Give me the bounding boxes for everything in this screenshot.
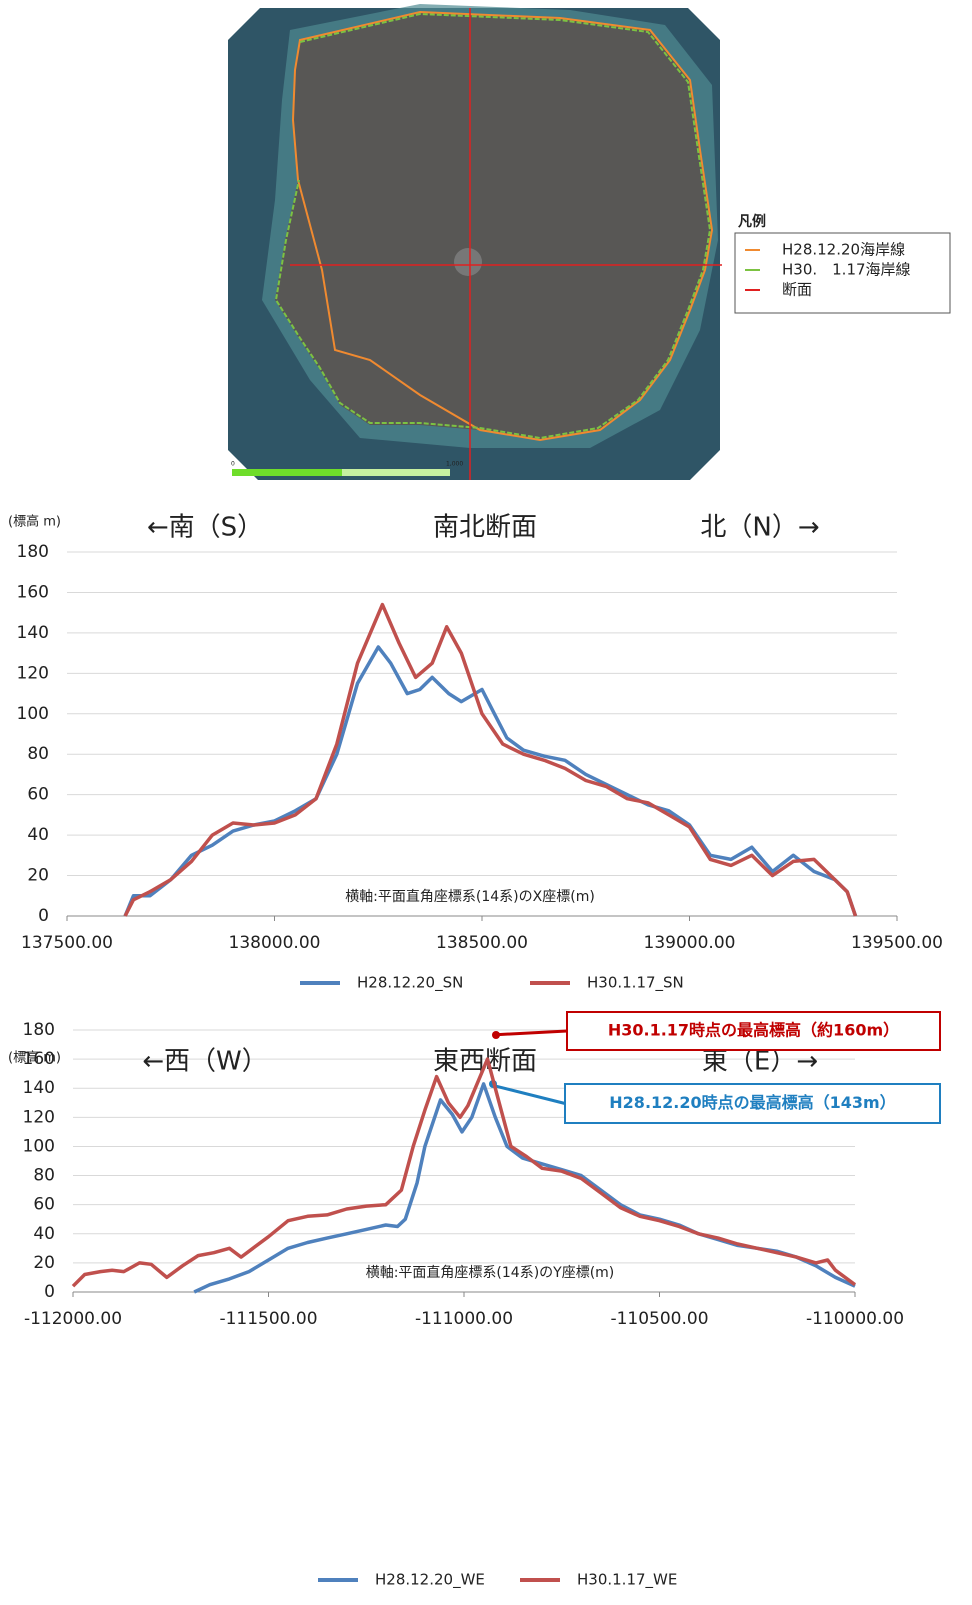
x-tick-label: 139500.00 (851, 933, 943, 953)
legend-label: H30.1.17_WE (577, 1571, 677, 1590)
y-tick-label: 120 (17, 663, 49, 683)
legend-label: H30. 1.17海岸線 (782, 261, 911, 279)
y-tick-label: 160 (23, 1049, 55, 1069)
callout-box (566, 1011, 941, 1051)
section-right-label: 東（E）→ (702, 1047, 818, 1077)
y-axis-label: (標高 m) (8, 1050, 61, 1066)
island (275, 12, 712, 440)
data-line (123, 645, 858, 917)
legend-label: 断面 (782, 281, 812, 299)
scale-label: 1,000 (446, 461, 463, 468)
data-line (71, 1057, 857, 1288)
callout-arrow (494, 1084, 566, 1105)
y-tick-label: 40 (27, 825, 49, 845)
x-tick-label: -110000.00 (806, 1309, 904, 1329)
x-tick-label: 139000.00 (644, 933, 736, 953)
y-tick-label: 140 (17, 623, 49, 643)
x-tick-label: -111000.00 (415, 1309, 513, 1329)
x-tick-label: -110500.00 (610, 1309, 708, 1329)
legend-box (734, 232, 951, 314)
y-tick-label: 140 (23, 1078, 55, 1098)
section-right-label: 北（N）→ (700, 513, 819, 543)
axis-note: 横軸:平面直角座標系(14系)のY座標(m) (366, 1264, 615, 1281)
coastline-2018 (274, 12, 712, 440)
y-tick-label: 80 (33, 1166, 55, 1186)
crater (454, 248, 482, 276)
y-tick-label: 60 (33, 1195, 55, 1215)
satellite-map: 0 1,000 (228, 4, 722, 480)
map-legend: 凡例 (734, 213, 951, 314)
y-tick-label: 60 (27, 785, 49, 805)
y-tick-label: 100 (17, 704, 49, 724)
y-tick-label: 180 (23, 1020, 55, 1040)
y-tick-label: 0 (38, 906, 49, 926)
y-tick-label: 40 (33, 1224, 55, 1244)
x-tick-label: 137500.00 (21, 933, 113, 953)
legend-label: H28.12.20_SN (357, 974, 463, 993)
legend-label: H28.12.20海岸線 (782, 241, 905, 259)
axis-note: 横軸:平面直角座標系(14系)のX座標(m) (345, 888, 595, 905)
scale-bar (232, 469, 342, 476)
x-tick-label: 138500.00 (436, 933, 528, 953)
data-line (123, 602, 858, 917)
callout-box (564, 1083, 941, 1124)
callout-arrow (497, 1029, 568, 1037)
y-tick-label: 180 (17, 542, 49, 562)
scale-bar (342, 469, 450, 476)
y-tick-label: 160 (17, 582, 49, 602)
section-left-label: ←南（S） (147, 513, 263, 543)
y-tick-label: 20 (27, 866, 49, 886)
legend-title: 凡例 (738, 213, 766, 230)
scale-label: 0 (231, 461, 235, 468)
x-tick-label: -112000.00 (24, 1309, 122, 1329)
legend-label: H30.1.17_SN (587, 974, 684, 993)
section-left-label: ←西（W） (142, 1047, 268, 1077)
callout-text: H30.1.17時点の最高標高（約160m） (608, 1021, 899, 1040)
y-tick-label: 80 (27, 744, 49, 764)
y-axis-label: (標高 m) (8, 514, 61, 530)
y-tick-label: 0 (44, 1282, 55, 1302)
x-tick-label: -111500.00 (219, 1309, 317, 1329)
callout-tip (492, 1031, 500, 1039)
coastline-2016 (291, 10, 714, 442)
y-tick-label: 20 (33, 1253, 55, 1273)
x-tick-label: 138000.00 (229, 933, 321, 953)
legend-label: H28.12.20_WE (375, 1571, 485, 1590)
chart-title: 南北断面 (433, 513, 537, 543)
callout-text: H28.12.20時点の最高標高（143m） (609, 1093, 895, 1112)
y-tick-label: 120 (23, 1107, 55, 1127)
y-tick-label: 100 (23, 1136, 55, 1156)
